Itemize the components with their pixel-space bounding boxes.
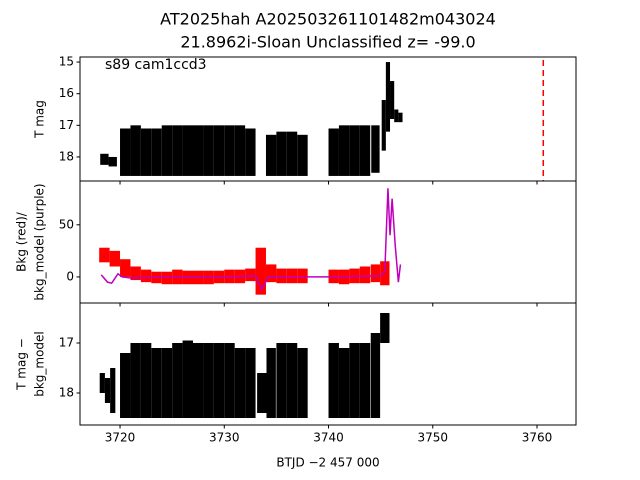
data-band bbox=[120, 128, 131, 176]
data-band bbox=[120, 259, 131, 277]
data-band bbox=[370, 264, 381, 283]
data-band bbox=[349, 125, 360, 176]
y-axis-label: Bkg (red)/ bbox=[15, 211, 29, 272]
data-band bbox=[297, 268, 308, 284]
data-band bbox=[120, 353, 131, 418]
data-band bbox=[110, 368, 116, 413]
y-tick-label: 0 bbox=[66, 269, 74, 283]
chart-subtitle: 21.8962i-Sloan Unclassified z= -99.0 bbox=[180, 33, 475, 52]
data-band bbox=[265, 134, 277, 176]
data-band bbox=[359, 266, 371, 284]
y-tick-label: 18 bbox=[59, 149, 74, 163]
data-band bbox=[257, 373, 267, 413]
data-band bbox=[161, 271, 173, 285]
model-line bbox=[100, 188, 402, 292]
data-band bbox=[193, 125, 204, 176]
chart-title: AT2025hah A202503261101482m043024 bbox=[160, 10, 496, 29]
data-band bbox=[203, 343, 214, 418]
data-band bbox=[182, 125, 194, 176]
data-band bbox=[140, 269, 152, 283]
data-band bbox=[286, 343, 298, 418]
data-band bbox=[349, 343, 360, 418]
data-band bbox=[151, 128, 162, 176]
x-tick-label: 3750 bbox=[417, 431, 448, 445]
data-band bbox=[338, 125, 350, 176]
data-band bbox=[140, 343, 152, 418]
data-band bbox=[381, 100, 386, 151]
data-band bbox=[255, 247, 266, 295]
data-band bbox=[398, 112, 403, 123]
data-band bbox=[245, 348, 256, 418]
annotation: s89 cam1ccd3 bbox=[105, 57, 207, 73]
data-band bbox=[359, 343, 371, 418]
data-band bbox=[130, 125, 141, 176]
data-band bbox=[266, 348, 276, 418]
data-band bbox=[109, 250, 121, 267]
data-band bbox=[286, 268, 298, 284]
data-band bbox=[390, 81, 395, 119]
data-band bbox=[224, 343, 235, 418]
data-band bbox=[359, 125, 371, 176]
y-tick-label: 17 bbox=[59, 118, 74, 132]
data-band bbox=[151, 348, 162, 418]
x-tick-label: 3760 bbox=[522, 431, 553, 445]
x-tick-label: 3720 bbox=[105, 431, 136, 445]
y-axis-label: T mag bbox=[33, 100, 47, 139]
data-band bbox=[104, 378, 111, 403]
data-band bbox=[245, 268, 256, 282]
data-band bbox=[161, 348, 173, 418]
x-axis-label: BTJD −2 457 000 bbox=[276, 456, 379, 470]
data-band bbox=[161, 125, 173, 176]
data-band bbox=[328, 343, 339, 418]
y-tick-label: 17 bbox=[59, 336, 74, 350]
data-band bbox=[99, 247, 110, 263]
data-band bbox=[213, 125, 225, 176]
y-axis-label: bkg_model bbox=[33, 331, 47, 397]
data-band bbox=[286, 131, 298, 176]
data-band bbox=[182, 340, 194, 418]
data-band bbox=[297, 134, 308, 176]
data-band bbox=[370, 333, 381, 418]
y-tick-label: 15 bbox=[59, 55, 74, 69]
data-band bbox=[193, 343, 204, 418]
data-band bbox=[130, 343, 141, 418]
data-band bbox=[99, 373, 105, 393]
data-band bbox=[140, 128, 152, 176]
data-band bbox=[338, 348, 350, 418]
axes-frame bbox=[79, 180, 577, 304]
x-tick-label: 3730 bbox=[209, 431, 240, 445]
data-band bbox=[276, 343, 287, 418]
data-band bbox=[245, 128, 256, 176]
x-tick-label: 3740 bbox=[313, 431, 344, 445]
axes-frame bbox=[79, 302, 577, 426]
data-band bbox=[394, 109, 399, 123]
data-band bbox=[100, 153, 109, 165]
data-band bbox=[265, 264, 277, 283]
data-band bbox=[380, 261, 390, 286]
data-band bbox=[224, 125, 235, 176]
data-band bbox=[371, 125, 380, 173]
y-axis-label: bkg_model (purple) bbox=[33, 183, 47, 300]
data-band bbox=[172, 343, 183, 418]
data-band bbox=[234, 125, 246, 176]
y-tick-label: 18 bbox=[59, 386, 74, 400]
data-band bbox=[385, 62, 391, 132]
data-band bbox=[297, 348, 308, 418]
data-band bbox=[328, 128, 339, 176]
data-band bbox=[276, 131, 287, 176]
data-band bbox=[108, 156, 117, 167]
data-band bbox=[380, 313, 390, 343]
data-band bbox=[203, 125, 214, 176]
data-band bbox=[172, 125, 183, 176]
data-band bbox=[213, 343, 225, 418]
y-tick-label: 16 bbox=[59, 86, 74, 100]
data-band bbox=[130, 266, 141, 281]
data-band bbox=[234, 348, 246, 418]
y-axis-label: T mag − bbox=[15, 338, 29, 391]
y-tick-label: 50 bbox=[59, 217, 74, 231]
data-band bbox=[276, 268, 287, 284]
